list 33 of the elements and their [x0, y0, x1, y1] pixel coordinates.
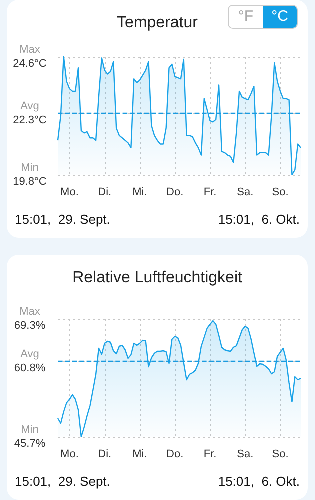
y-tick-label: 45.7%	[14, 438, 46, 450]
x-tick-label: Di.	[98, 186, 112, 198]
x-tick-label: Sa.	[237, 448, 254, 460]
x-tick-label: Sa.	[237, 186, 254, 198]
text: 15:01, 29. Sept.	[15, 474, 110, 489]
unit-toggle: °F °C	[228, 5, 298, 29]
text: 15:01, 6. Okt.	[218, 212, 300, 227]
x-tick-label: Do.	[166, 448, 184, 460]
text: 15:01, 29. Sept.	[15, 212, 110, 227]
x-tick-label: Mo.	[60, 186, 79, 198]
y-tick-label: 19.8°C	[13, 176, 47, 188]
text: Max	[20, 306, 41, 318]
text: 15:01, 6. Okt.	[218, 474, 300, 489]
x-tick-label: So.	[272, 186, 289, 198]
text: Avg	[20, 100, 40, 113]
chart-title: Relative Luftfeuchtigkeit	[72, 270, 243, 286]
text: Min	[21, 162, 39, 174]
y-tick-label: 22.3°C	[13, 114, 47, 127]
y-tick-label: 69.3%	[14, 320, 46, 332]
text: Min	[21, 424, 39, 436]
x-tick-label: Mi.	[132, 186, 148, 198]
x-tick-label: Mi.	[132, 448, 148, 460]
text: Avg	[20, 348, 40, 360]
x-tick-label: So.	[272, 448, 289, 460]
y-tick-label: 60.8%	[14, 362, 46, 374]
text: Max	[20, 44, 41, 56]
x-tick-label: Fr.	[204, 186, 217, 198]
x-tick-label: Mo.	[60, 448, 79, 460]
x-tick-label: Fr.	[204, 448, 217, 460]
x-tick-label: Di.	[98, 448, 112, 460]
x-tick-label: Do.	[166, 186, 184, 198]
chart-title: Temperatur	[117, 14, 199, 32]
y-tick-label: 24.6°C	[13, 58, 47, 70]
